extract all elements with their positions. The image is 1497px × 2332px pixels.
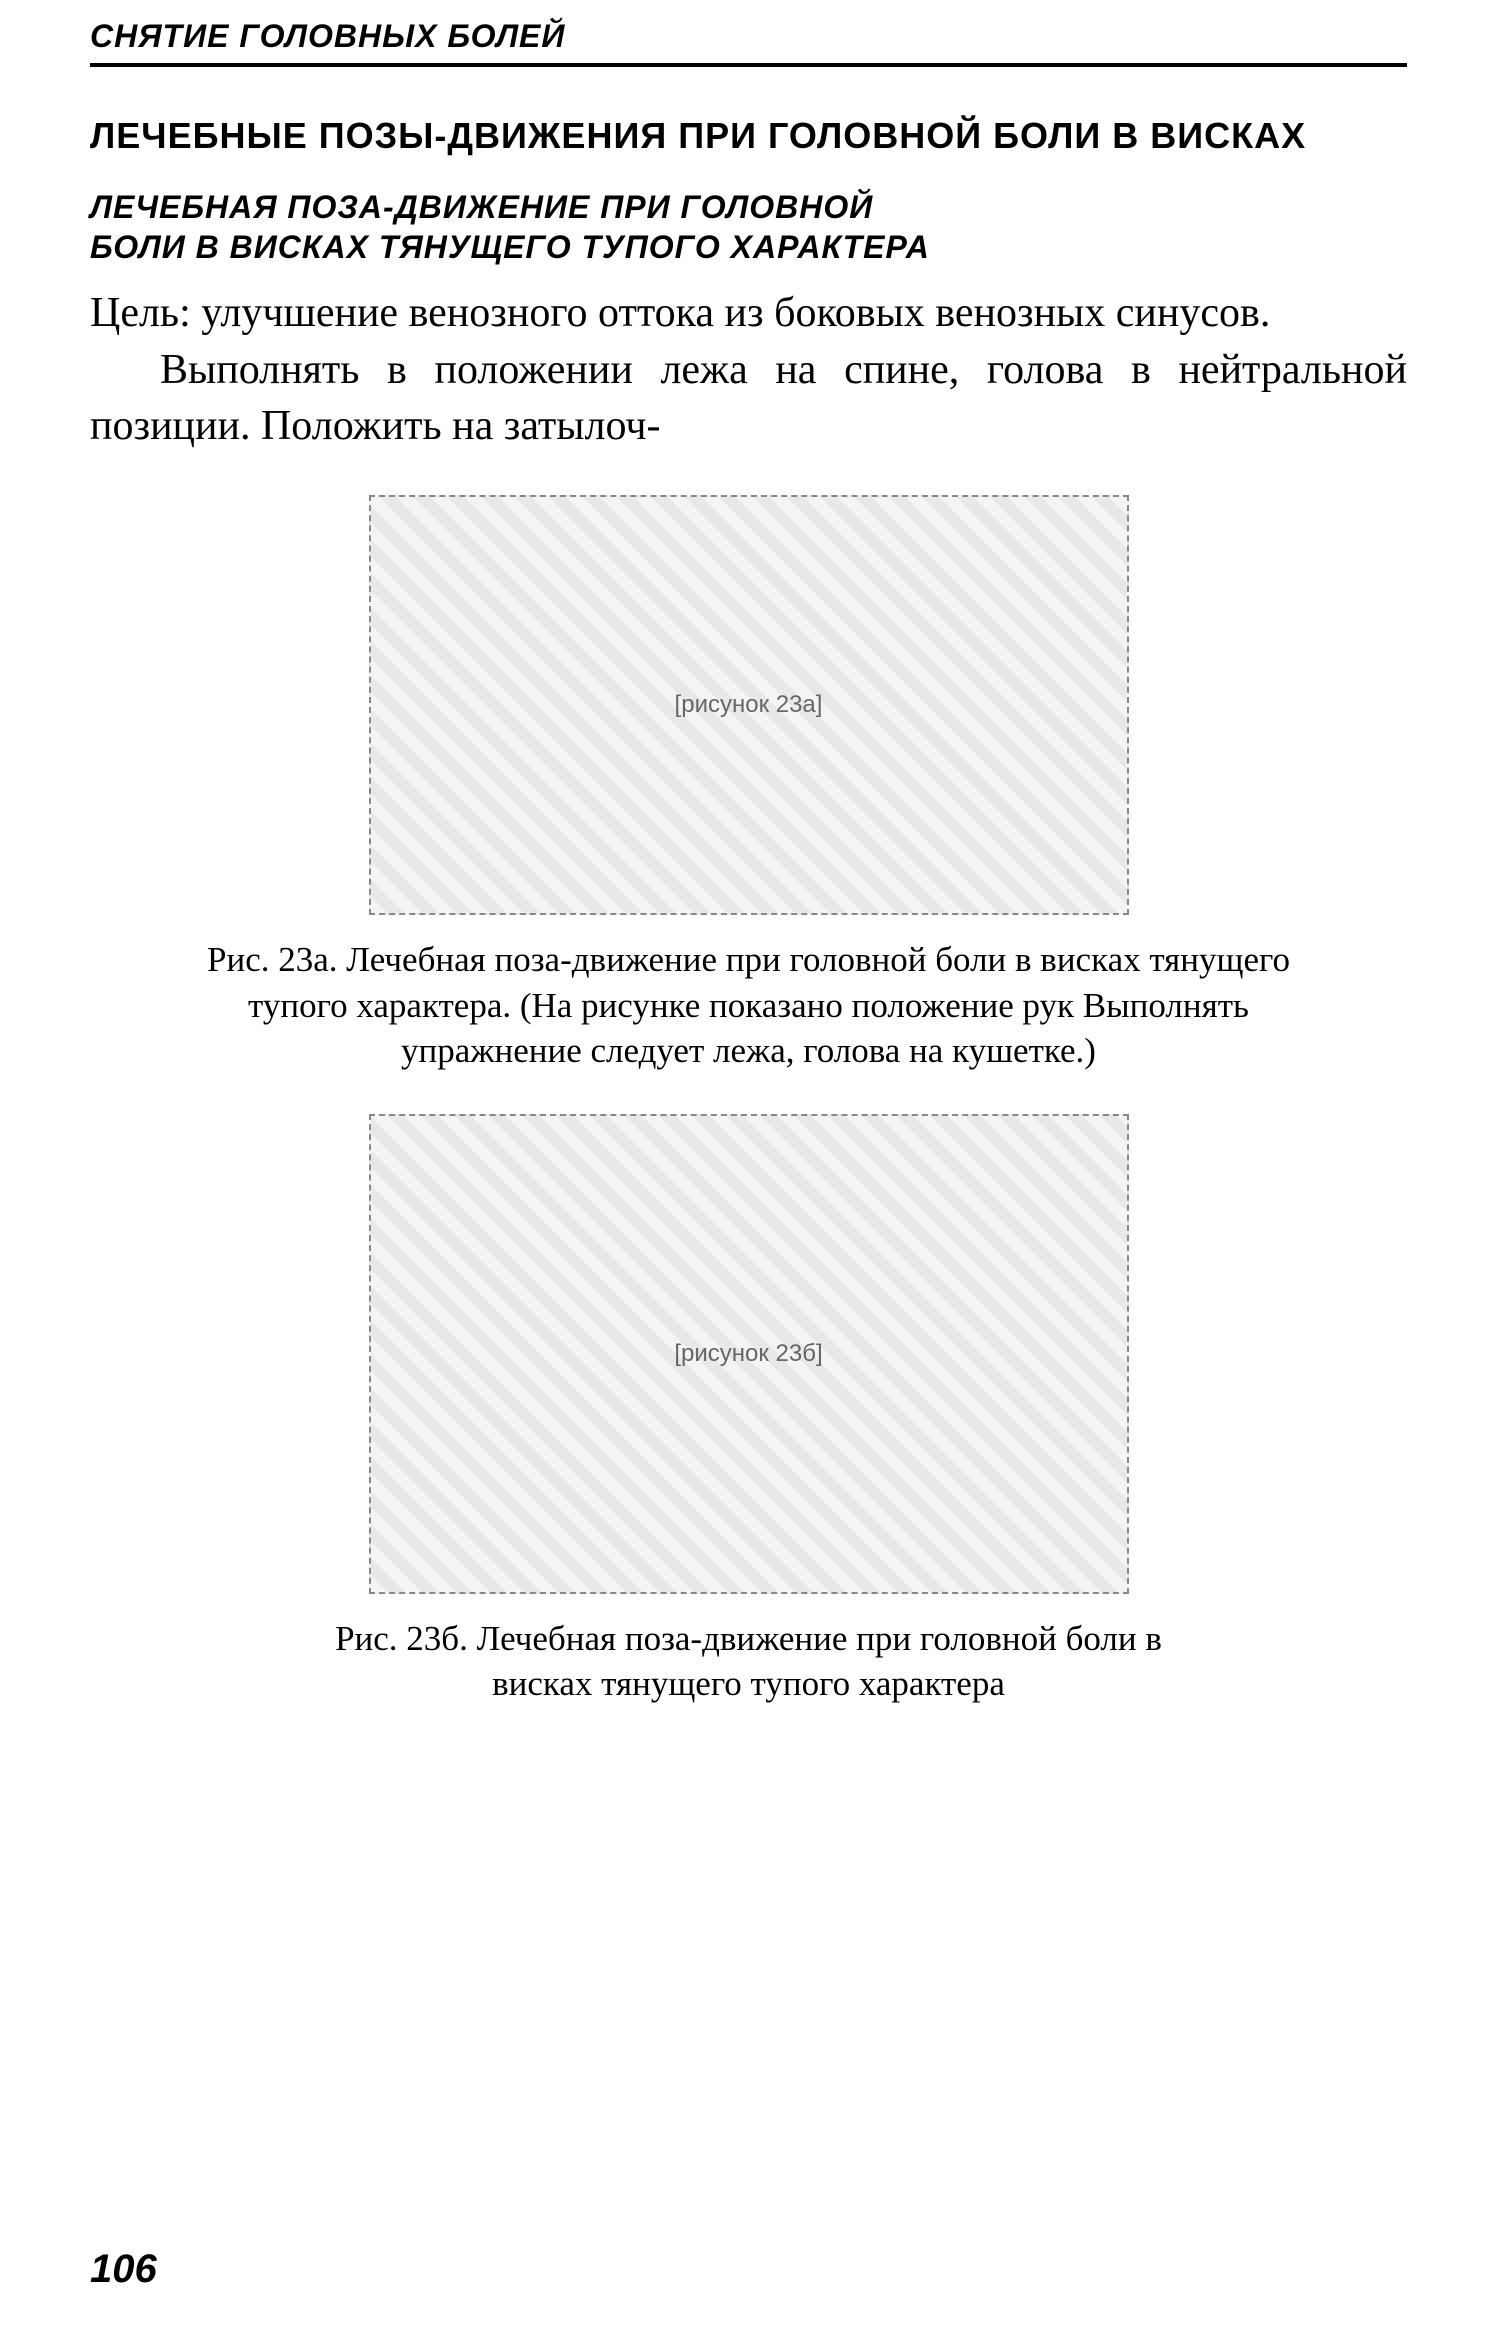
sub-heading-line1: ЛЕЧЕБНАЯ ПОЗА-ДВИЖЕНИЕ ПРИ ГОЛОВНОЙ — [90, 189, 873, 225]
sub-heading: ЛЕЧЕБНАЯ ПОЗА-ДВИЖЕНИЕ ПРИ ГОЛОВНОЙ БОЛИ… — [90, 187, 1407, 267]
section-heading: ЛЕЧЕБНЫЕ ПОЗЫ-ДВИЖЕНИЯ ПРИ ГОЛОВНОЙ БОЛИ… — [90, 115, 1407, 157]
figure-23a-image-placeholder: [рисунок 23а] — [369, 495, 1129, 915]
page-number: 106 — [90, 2247, 157, 2292]
figure-23b: [рисунок 23б] Рис. 23б. Лечебная поза-дв… — [90, 1114, 1407, 1707]
paragraph-goal: Цель: улучшение венозного оттока из боко… — [90, 285, 1407, 342]
running-header: СНЯТИЕ ГОЛОВНЫХ БОЛЕЙ — [90, 18, 1407, 67]
paragraph-instructions: Выполнять в положении лежа на спине, гол… — [90, 342, 1407, 455]
figure-23a-caption: Рис. 23а. Лечебная поза-движение при гол… — [159, 937, 1339, 1074]
figure-23b-image-placeholder: [рисунок 23б] — [369, 1114, 1129, 1594]
figure-23a: [рисунок 23а] Рис. 23а. Лечебная поза-дв… — [90, 495, 1407, 1074]
figure-23b-caption: Рис. 23б. Лечебная поза-движение при гол… — [299, 1616, 1199, 1707]
paragraph-instructions-text: Выполнять в положении лежа на спине, гол… — [90, 347, 1407, 450]
sub-heading-line2: БОЛИ В ВИСКАХ ТЯНУЩЕГО ТУПОГО ХАРАКТЕРА — [90, 229, 930, 265]
